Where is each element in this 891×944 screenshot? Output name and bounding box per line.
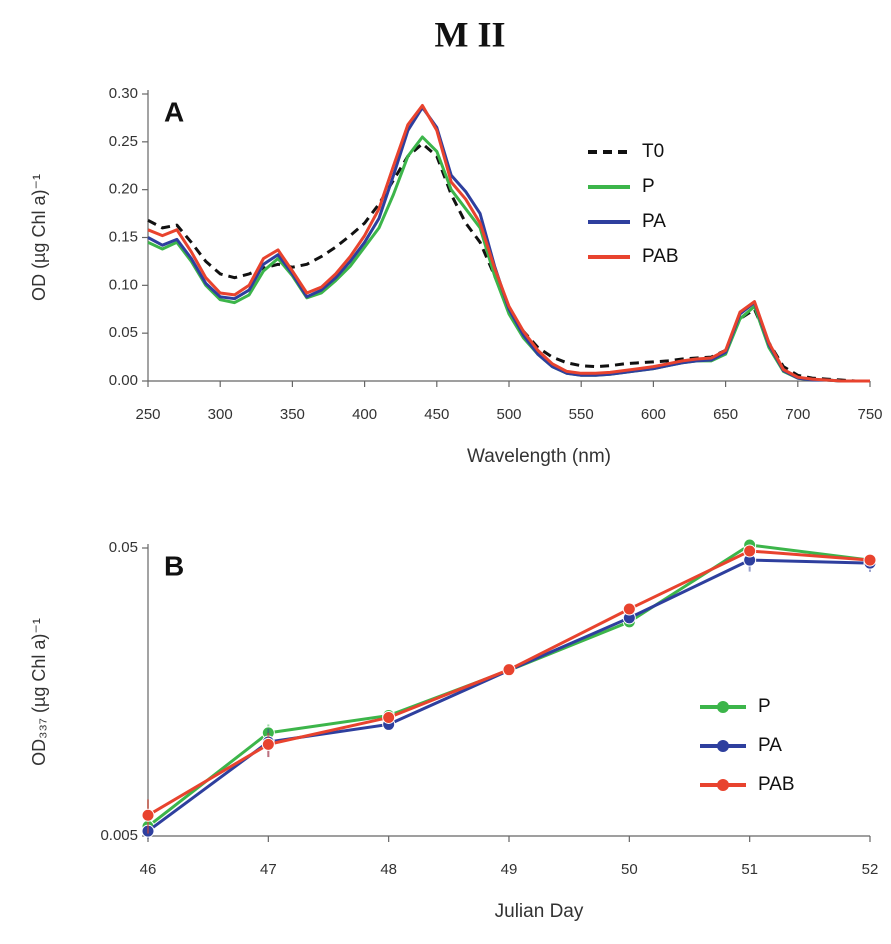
y-tick-label: 0.00 [109,372,138,389]
x-tick-label: 350 [280,406,305,423]
y-tick-label: 0.25 [109,133,138,150]
x-tick-label: 600 [641,406,666,423]
legend-label: P [758,696,771,717]
y-tick-label: 0.05 [109,539,138,556]
x-tick-label: 47 [260,861,277,878]
data-point [502,663,516,677]
legend-label: PAB [758,774,795,795]
y-tick-label: 0.30 [109,85,138,102]
data-point [382,710,396,724]
y-axis-label: OD₃₃₇ (µg Chl a)⁻¹ [29,618,49,766]
series-line [147,104,870,383]
x-axis-label: Julian Day [495,901,584,922]
y-tick-label: 0.20 [109,181,138,198]
legend-label: P [642,176,655,197]
x-tick-label: 51 [741,861,758,878]
x-tick-label: 450 [424,406,449,423]
x-tick-label: 750 [857,406,882,423]
x-tick-label: 550 [569,406,594,423]
y-tick-label: 0.10 [109,276,138,293]
legend-label: T0 [642,141,664,162]
legend-label: PA [642,211,666,232]
x-tick-label: 300 [208,406,233,423]
data-point [622,602,636,616]
data-point [261,737,275,751]
legend-marker [717,779,729,791]
x-axis-label: Wavelength (nm) [467,446,611,467]
data-point [141,808,155,822]
x-tick-label: 500 [496,406,521,423]
series-line [147,142,870,383]
x-tick-label: 250 [135,406,160,423]
x-tick-label: 48 [380,861,397,878]
panel-label: B [164,550,184,581]
legend-label: PAB [642,246,679,267]
data-point [863,553,877,567]
legend-label: PA [758,735,782,756]
series-line [147,135,870,383]
x-tick-label: 49 [501,861,518,878]
y-axis-label: OD (µg Chl a)⁻¹ [29,174,49,301]
x-tick-label: 700 [785,406,810,423]
x-tick-label: 52 [862,861,879,878]
series-line [147,105,870,383]
x-tick-label: 400 [352,406,377,423]
legend-marker [717,701,729,713]
x-tick-label: 50 [621,861,638,878]
x-tick-label: 46 [140,861,157,878]
x-tick-label: 650 [713,406,738,423]
legend-marker [717,740,729,752]
figure-title: M II [435,14,506,54]
y-tick-label: 0.05 [109,324,138,341]
data-point [743,544,757,558]
panel-label: A [164,96,184,127]
y-tick-label: 0.005 [100,827,138,844]
y-tick-label: 0.15 [109,228,138,245]
